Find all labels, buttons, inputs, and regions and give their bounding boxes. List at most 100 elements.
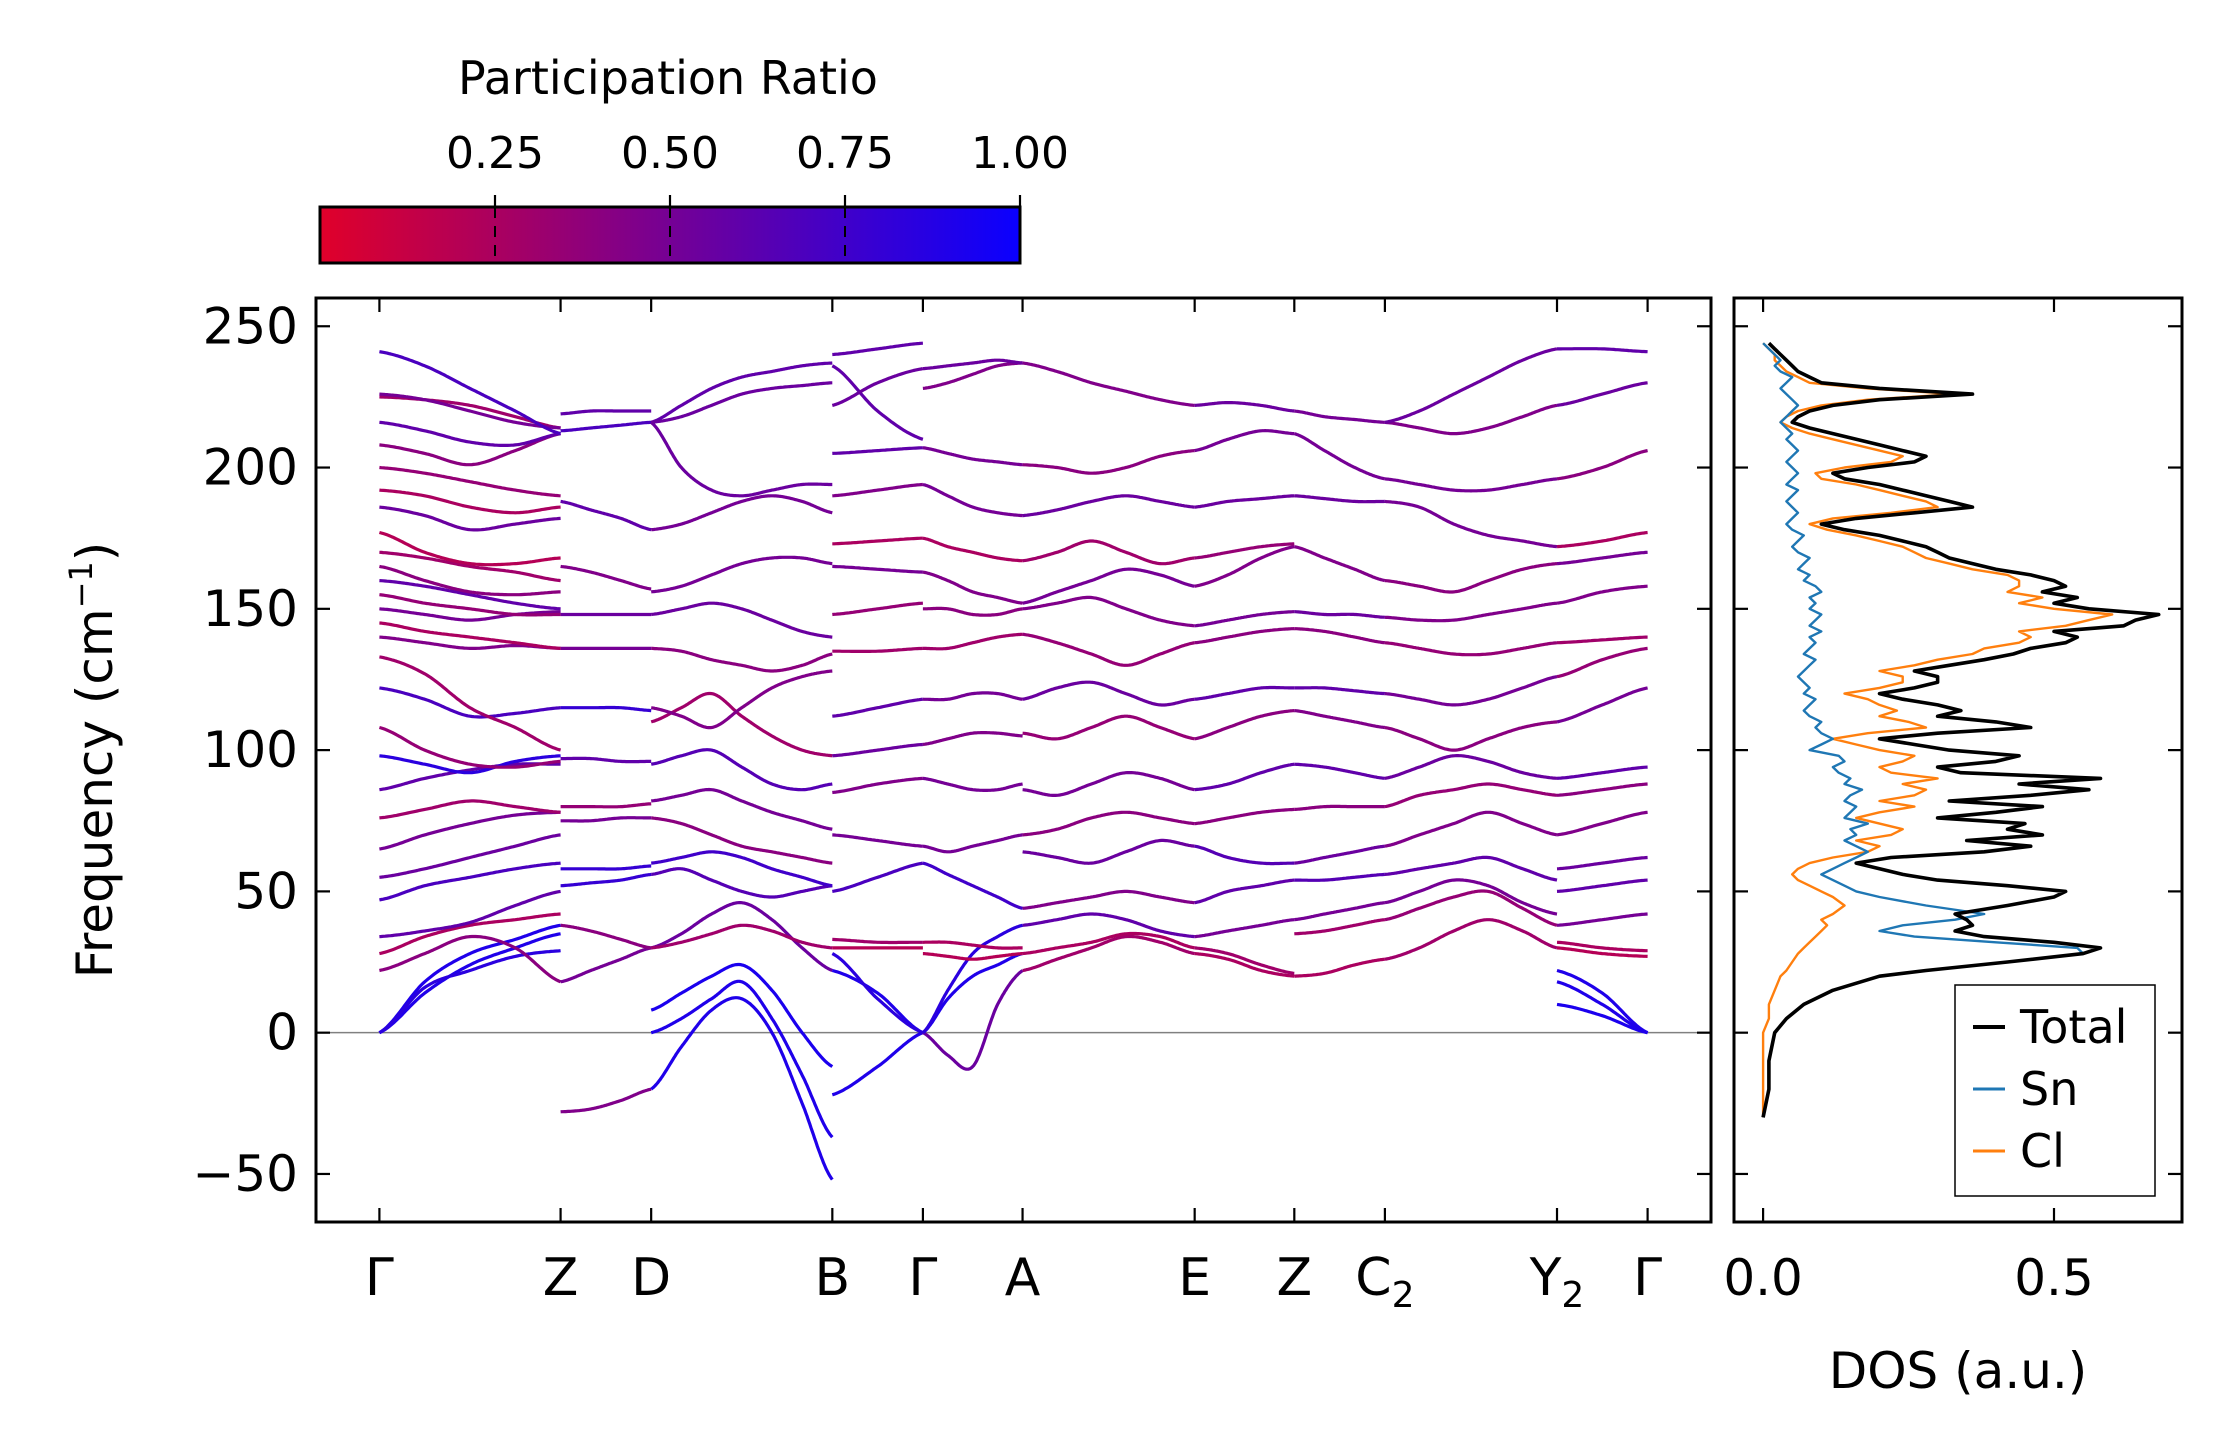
y-axis-label-exponent: −1 (62, 561, 100, 608)
phonon-band (650, 494, 833, 532)
dos-line-sn (1761, 342, 2085, 1118)
phonon-band (832, 446, 923, 455)
phonon-band (922, 361, 1024, 390)
phonon-band (650, 996, 834, 1181)
phonon-band (1556, 782, 1648, 797)
dos-x-axis-label: DOS (a.u.) (1829, 1342, 2088, 1400)
phonon-band (832, 341, 923, 357)
phonon-band (1194, 844, 1295, 866)
phonon-band (1294, 918, 1386, 936)
phonon-band (1384, 754, 1558, 780)
phonon-band (1194, 952, 1295, 978)
dos-x-tick-label: 0.0 (1723, 1249, 1803, 1307)
phonon-band (1022, 680, 1195, 707)
phonon-band (1556, 381, 1648, 407)
phonon-band (922, 861, 1024, 910)
phonon-band (1294, 627, 1386, 645)
phonon-band (1294, 686, 1386, 696)
phonon-band (1022, 714, 1195, 741)
phonon-band (379, 754, 561, 775)
phonon-band (379, 799, 561, 820)
phonon-band (650, 361, 833, 424)
legend-label: Sn (2020, 1062, 2078, 1116)
phonon-band (921, 923, 1024, 1034)
phonon-band (832, 937, 923, 945)
phonon-band (1557, 347, 1648, 354)
phonon-band (379, 762, 561, 792)
phonon-band (831, 952, 924, 1035)
phonon-band (1384, 562, 1558, 594)
phonon-band (1556, 855, 1648, 871)
phonon-band (379, 655, 562, 752)
phonon-band (832, 601, 923, 617)
phonon-band (921, 952, 1024, 1034)
phonon-band (922, 776, 1024, 792)
phonon-band (379, 833, 561, 879)
phonon-band (1556, 940, 1648, 953)
phonon-band (379, 934, 562, 984)
phonon-band (1556, 449, 1648, 481)
phonon-band (1022, 494, 1195, 518)
y-tick-label: 0 (266, 1004, 298, 1062)
phonon-band (379, 861, 561, 902)
phonon-band (1384, 347, 1558, 424)
phonon-band (831, 364, 924, 441)
dos-legend: Total Sn Cl (1954, 984, 2156, 1197)
phonon-band (560, 756, 652, 764)
phonon-band (1556, 584, 1648, 605)
phonon-band (560, 1087, 652, 1114)
kpoint-label: Y2 (1529, 1248, 1585, 1316)
phonon-band (922, 833, 1024, 854)
phonon-band (560, 872, 652, 888)
kpoint-label: B (814, 1248, 850, 1308)
phonon-band (1384, 641, 1558, 657)
phonon-band (1022, 838, 1195, 865)
phonon-band (560, 946, 652, 984)
phonon-band (1384, 675, 1558, 707)
phonon-band (1022, 931, 1196, 956)
phonon-band (922, 691, 1024, 702)
phonon-band (379, 550, 561, 583)
kpoint-label: C2 (1355, 1248, 1414, 1316)
phonon-band (832, 776, 923, 795)
phonon-band (1556, 1002, 1648, 1035)
phonon-band (379, 607, 561, 622)
y-axis-label-suffix: ) (66, 542, 124, 562)
phonon-band (560, 923, 652, 950)
phonon-band (560, 802, 652, 809)
kpoint-label: D (631, 1248, 671, 1308)
phonon-band (650, 748, 833, 792)
phonon-band (1194, 494, 1295, 509)
phonon-band (1556, 878, 1648, 893)
phonon-band (831, 968, 924, 1035)
phonon-band (1194, 542, 1295, 560)
phonon-band (560, 705, 652, 713)
phonon-band (1556, 968, 1649, 1035)
phonon-band (1384, 810, 1558, 848)
phonon-band (1022, 632, 1196, 667)
phonon-band (379, 465, 561, 498)
legend-label: Total (2019, 1000, 2127, 1054)
phonon-band (560, 409, 652, 416)
phonon-band (922, 632, 1024, 651)
phonon-band (1556, 946, 1648, 958)
dos-x-tick-label: 0.5 (2014, 1249, 2094, 1307)
phonon-band (1556, 550, 1648, 566)
phonon-band (379, 350, 562, 436)
phonon-band (1022, 912, 1195, 939)
phonon-band (1022, 449, 1195, 475)
phonon-band (1556, 980, 1649, 1035)
dos-axes-frame (1732, 296, 2184, 1224)
phonon-band (560, 564, 652, 591)
legend-label: Cl (2020, 1124, 2065, 1178)
phonon-band (378, 530, 561, 567)
phonon-band (1194, 762, 1295, 792)
phonon-band (378, 932, 561, 1035)
phonon-band (1022, 771, 1196, 797)
phonon-band (650, 816, 833, 865)
dos-line-cl (1761, 342, 2114, 1118)
colorbar-tick-label: 1.00 (971, 128, 1069, 179)
y-tick-label: 150 (203, 580, 298, 638)
phonon-band (650, 923, 833, 950)
phonon-band (1384, 782, 1558, 809)
